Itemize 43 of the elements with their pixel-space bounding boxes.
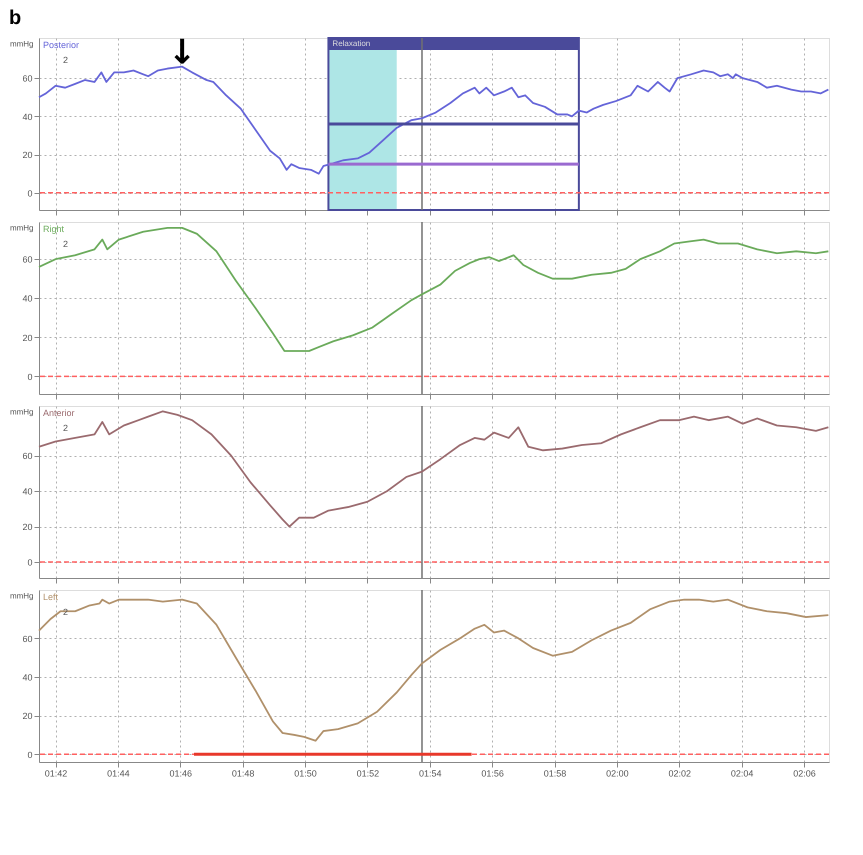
annotation: 2 (63, 55, 68, 65)
x-tick-label: 01:58 (544, 768, 566, 778)
annotation: 2 (63, 423, 68, 433)
chart-title: b (8, 7, 22, 30)
y-tick-label: 40 (22, 112, 32, 122)
x-tick-label: 02:00 (606, 768, 629, 778)
y-tick-label: 0 (27, 188, 32, 198)
x-tick-label: 01:56 (481, 768, 504, 778)
series-label: Left (43, 592, 59, 602)
x-tick-label: 01:54 (419, 768, 442, 778)
x-tick-label: 01:46 (170, 768, 192, 778)
y-axis-title: mmHg (10, 40, 34, 48)
y-tick-label: 60 (22, 74, 32, 84)
y-tick-label: 20 (22, 150, 32, 160)
x-tick-label: 02:02 (668, 768, 692, 778)
x-tick-label: 01:42 (44, 768, 68, 778)
y-tick-label: 20 (22, 332, 32, 343)
band-label: Relaxation (332, 39, 370, 48)
x-tick-label: 01:52 (356, 768, 380, 778)
y-axis-title: mmHg (10, 224, 34, 232)
annotation: 2 (63, 239, 68, 249)
x-tick-label: 02:06 (793, 768, 816, 778)
text: Right (43, 224, 65, 234)
x-tick-label: 01:50 (294, 768, 317, 778)
y-tick-label: 40 (22, 486, 32, 497)
y-axis-title: mmHg (10, 408, 34, 416)
text: Anterior (43, 408, 75, 418)
x-tick-label: 01:48 (232, 768, 254, 778)
x-tick-label: 02:04 (730, 768, 754, 778)
y-tick-label: 40 (22, 294, 32, 304)
y-tick-label: 40 (22, 672, 32, 682)
y-tick-label: 20 (22, 522, 32, 532)
y-axis-title: mmHg (10, 592, 34, 600)
y-tick-label: 0 (27, 558, 32, 568)
y-tick-label: 60 (22, 254, 32, 265)
text: Posterior (43, 40, 80, 50)
y-tick-label: 0 (27, 372, 32, 382)
y-tick-label: 0 (27, 750, 32, 760)
y-tick-label: 60 (22, 451, 32, 462)
y-tick-label: 20 (22, 711, 32, 722)
y-tick-label: 60 (22, 634, 32, 644)
x-tick-label: 01:44 (107, 768, 130, 778)
annotation: ↓ (168, 32, 196, 73)
